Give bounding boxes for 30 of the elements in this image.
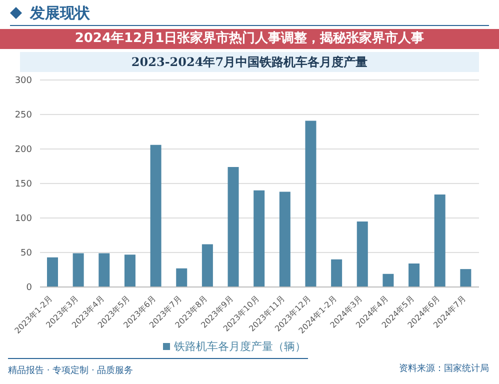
text: 资料来源：国家统计局 <box>399 362 489 375</box>
legend-label: 铁路机车各月度产量（辆） <box>174 340 306 353</box>
bar <box>434 194 446 287</box>
y-tick-label: 200 <box>14 145 32 156</box>
bar <box>228 166 239 287</box>
bar <box>72 253 84 287</box>
y-tick-label: 150 <box>14 180 32 190</box>
bar <box>279 192 290 287</box>
bar <box>460 269 472 287</box>
y-tick-label: 300 <box>14 76 32 86</box>
y-tick-label: 100 <box>14 214 32 224</box>
chart-title: 2023-2024年7月中国铁路机车各月度产量 <box>20 52 479 72</box>
bar <box>254 190 265 287</box>
bar <box>356 221 368 287</box>
y-tick-label: 50 <box>20 248 32 259</box>
bar <box>47 257 58 287</box>
bar <box>150 144 162 287</box>
bar <box>408 264 420 287</box>
bar <box>202 244 213 287</box>
bar <box>382 274 394 287</box>
bar <box>98 253 110 287</box>
y-tick-label: 0 <box>26 283 32 294</box>
bar <box>305 120 316 287</box>
text: 2024年12月1日张家界市热门人事调整，揭秘张家界市人事 <box>0 29 499 49</box>
bar <box>176 268 188 287</box>
y-tick-label: 250 <box>14 110 32 121</box>
bar <box>124 254 136 287</box>
text: 精品报告 · 专项定制 · 品质服务 <box>8 364 134 377</box>
text: 发展现状 <box>30 4 90 22</box>
bar <box>331 259 342 287</box>
